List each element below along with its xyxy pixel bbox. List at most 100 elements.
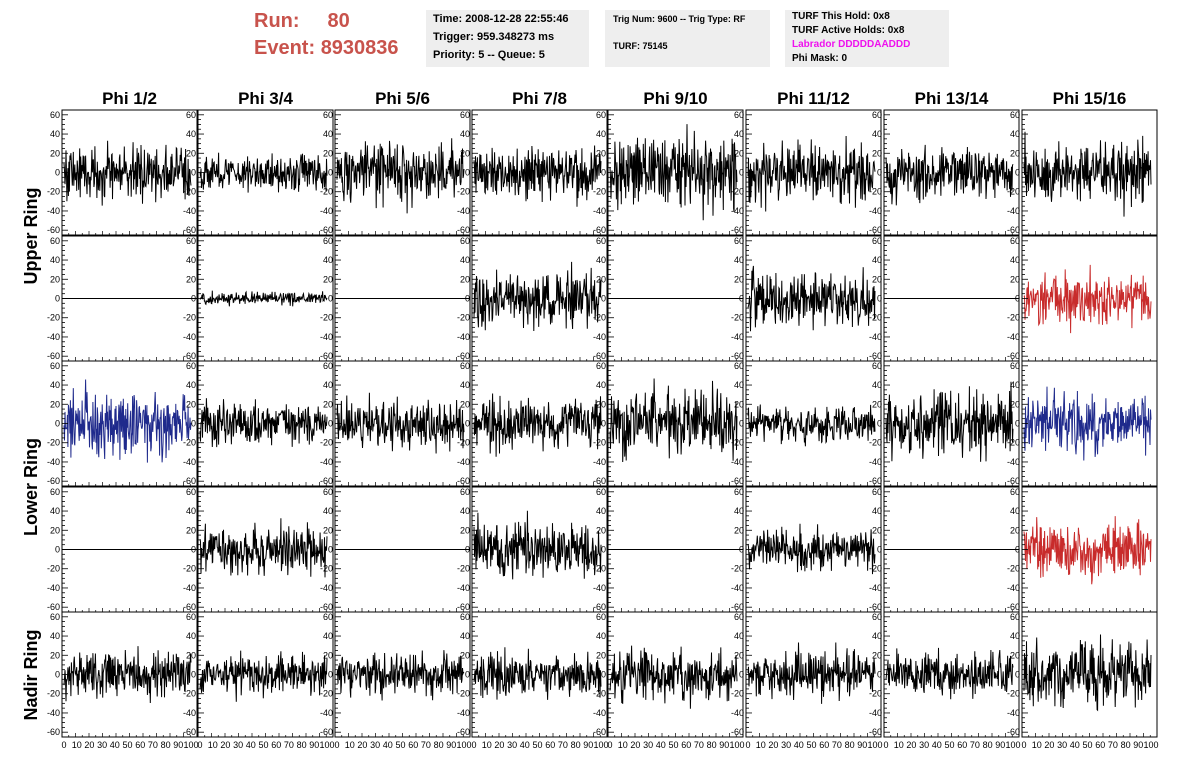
y-tick-label: -60 [320,727,333,737]
y-tick-label: -20 [1007,689,1020,699]
panel-r2-c5: -60 -40 -20 0 20 40 60 [593,235,744,362]
y-tick-label: 40 [186,380,196,390]
x-tick-label: 100 [1005,740,1020,750]
y-tick-label: -40 [457,332,470,342]
waveform-trace [63,646,192,704]
waveform-trace [885,647,1014,700]
y-tick-label: -20 [320,689,333,699]
x-tick-label: 60 [408,740,418,750]
y-tick-label: -60 [320,602,333,612]
y-tick-label: 40 [186,631,196,641]
y-tick-label: 20 [50,399,60,409]
x-tick-label: 0 [197,740,202,750]
waveform-trace [473,510,602,580]
y-tick-label: 20 [596,148,606,158]
y-tick-label: 0 [601,670,606,680]
waveform-trace [199,518,328,578]
y-tick-label: -60 [1007,351,1020,361]
y-tick-label: 40 [872,255,882,265]
y-tick-label: 60 [460,236,470,246]
x-tick-label: 30 [919,740,929,750]
x-tick-label: 40 [383,740,393,750]
x-tick-label: 40 [110,740,120,750]
y-tick-label: 0 [601,545,606,555]
y-tick-label: -40 [731,332,744,342]
run-value: 80 [327,10,350,32]
y-tick-label: 20 [596,274,606,284]
y-tick-label: 60 [186,612,196,622]
y-tick-label: -20 [320,564,333,574]
y-tick-label: 0 [877,419,882,429]
y-tick-label: 40 [734,631,744,641]
y-tick-label: 60 [596,110,606,120]
y-tick-label: 20 [323,148,333,158]
y-tick-label: -40 [731,457,744,467]
x-tick-label: 30 [643,740,653,750]
y-tick-label: 60 [734,110,744,120]
y-tick-label: -20 [457,313,470,323]
y-tick-label: 0 [877,545,882,555]
y-tick-label: -60 [593,476,606,486]
x-tick-label: 90 [719,740,729,750]
panel-r5-c4: -60 -40 -20 0 20 40 60 [457,611,608,738]
y-tick-label: 40 [734,129,744,139]
waveform-trace [609,378,738,463]
x-tick-label: 90 [1133,740,1143,750]
y-tick-label: 60 [1010,361,1020,371]
panel-r2-c7: -60 -40 -20 0 20 40 60 [869,235,1020,362]
x-tick-label: 80 [707,740,717,750]
x-tick-label: 40 [656,740,666,750]
y-tick-label: -40 [731,206,744,216]
waveform-trace [1023,264,1152,334]
y-tick-label: 20 [460,274,470,284]
y-tick-label: 0 [601,294,606,304]
y-tick-label: 0 [465,419,470,429]
x-tick-label: 20 [906,740,916,750]
labrador-text: Labrador DDDDDAADDD [792,39,911,50]
panel-r4-c2: -60 -40 -20 0 20 40 60 [183,486,334,613]
x-tick-label: 70 [694,740,704,750]
trigger-text: Trigger: 959.348273 ms [433,31,555,43]
panel-r2-c1: -60 -40 -20 0 20 40 60 [47,235,198,362]
y-tick-label: 0 [55,419,60,429]
trigger-panel: Trig Num: 9600 -- Trig Type: RF TURF: 75… [605,10,770,67]
y-tick-label: -60 [731,727,744,737]
y-tick-label: 0 [739,168,744,178]
y-tick-label: 20 [323,650,333,660]
x-tick-label: 70 [558,740,568,750]
y-tick-label: 0 [328,545,333,555]
y-tick-label: 20 [50,148,60,158]
y-tick-label: 40 [50,631,60,641]
y-tick-label: -40 [731,708,744,718]
y-tick-label: -60 [47,225,60,235]
y-tick-label: 20 [186,525,196,535]
y-tick-label: -40 [869,457,882,467]
x-tick-label: 70 [1108,740,1118,750]
y-tick-label: -40 [869,332,882,342]
y-tick-label: 0 [1015,545,1020,555]
panel-r1-c8: -60 -40 -20 0 20 40 60 [1007,109,1158,236]
ring-label-3: Nadir Ring [21,629,41,720]
y-tick-label: 60 [872,487,882,497]
y-tick-label: -60 [593,602,606,612]
y-tick-label: -40 [183,457,196,467]
y-tick-label: 0 [877,670,882,680]
y-tick-label: 0 [601,168,606,178]
panel-r5-c5: -60 -40 -20 0 20 40 60 [593,611,744,738]
y-tick-label: -20 [183,313,196,323]
y-tick-label: -40 [1007,708,1020,718]
y-tick-label: 40 [734,380,744,390]
panel-r2-c4: -60 -40 -20 0 20 40 60 [457,235,608,362]
x-tick-label: 50 [944,740,954,750]
y-tick-label: 0 [55,545,60,555]
waveform-trace [1023,516,1152,585]
y-tick-label: -20 [593,689,606,699]
y-tick-label: 0 [55,670,60,680]
panel-r2-c3: -60 -40 -20 0 20 40 60 [320,235,471,362]
x-tick-label: 10 [72,740,82,750]
y-tick-label: 40 [460,255,470,265]
panel-r4-c7: -60 -40 -20 0 20 40 60 [869,486,1020,613]
y-tick-label: 40 [596,255,606,265]
y-tick-label: -40 [183,708,196,718]
time-text: Time: 2008-12-28 22:55:46 [433,13,569,25]
